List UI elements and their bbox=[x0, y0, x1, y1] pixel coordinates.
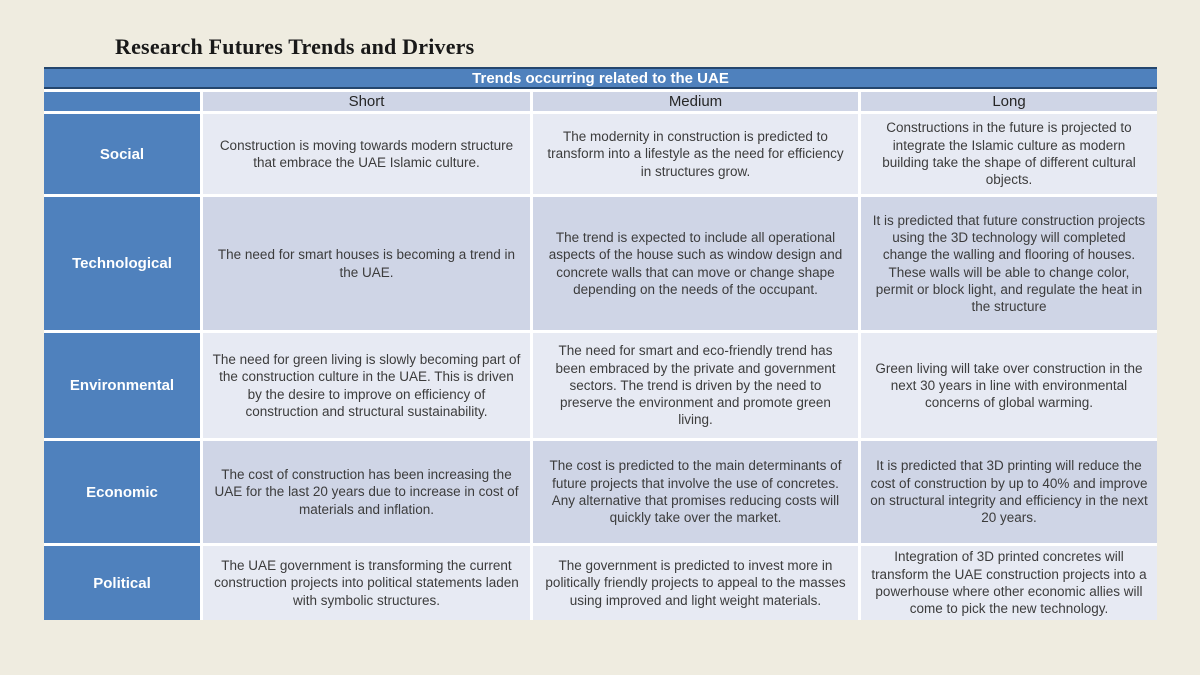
cell-political-short: The UAE government is transforming the c… bbox=[203, 546, 530, 620]
row-header-economic: Economic bbox=[44, 441, 200, 543]
trends-table: Trends occurring related to the UAE Shor… bbox=[44, 67, 1157, 620]
cell-technological-long: It is predicted that future construction… bbox=[861, 197, 1157, 330]
cell-social-short: Construction is moving towards modern st… bbox=[203, 114, 530, 194]
cell-environmental-short: The need for green living is slowly beco… bbox=[203, 333, 530, 438]
cell-environmental-long: Green living will take over construction… bbox=[861, 333, 1157, 438]
column-header-long: Long bbox=[861, 92, 1157, 111]
table-caption: Trends occurring related to the UAE bbox=[44, 67, 1157, 89]
cell-political-medium: The government is predicted to invest mo… bbox=[533, 546, 858, 620]
row-header-technological: Technological bbox=[44, 197, 200, 330]
cell-technological-short: The need for smart houses is becoming a … bbox=[203, 197, 530, 330]
column-header-medium: Medium bbox=[533, 92, 858, 111]
cell-economic-short: The cost of construction has been increa… bbox=[203, 441, 530, 543]
cell-technological-medium: The trend is expected to include all ope… bbox=[533, 197, 858, 330]
page-title: Research Futures Trends and Drivers bbox=[115, 34, 475, 59]
row-header-social: Social bbox=[44, 114, 200, 194]
cell-economic-long: It is predicted that 3D printing will re… bbox=[861, 441, 1157, 543]
cell-political-long: Integration of 3D printed concretes will… bbox=[861, 546, 1157, 620]
column-header-short: Short bbox=[203, 92, 530, 111]
cell-social-medium: The modernity in construction is predict… bbox=[533, 114, 858, 194]
cell-social-long: Constructions in the future is projected… bbox=[861, 114, 1157, 194]
corner-cell bbox=[44, 92, 200, 111]
cell-economic-medium: The cost is predicted to the main determ… bbox=[533, 441, 858, 543]
row-header-environmental: Environmental bbox=[44, 333, 200, 438]
row-header-political: Political bbox=[44, 546, 200, 620]
cell-environmental-medium: The need for smart and eco-friendly tren… bbox=[533, 333, 858, 438]
